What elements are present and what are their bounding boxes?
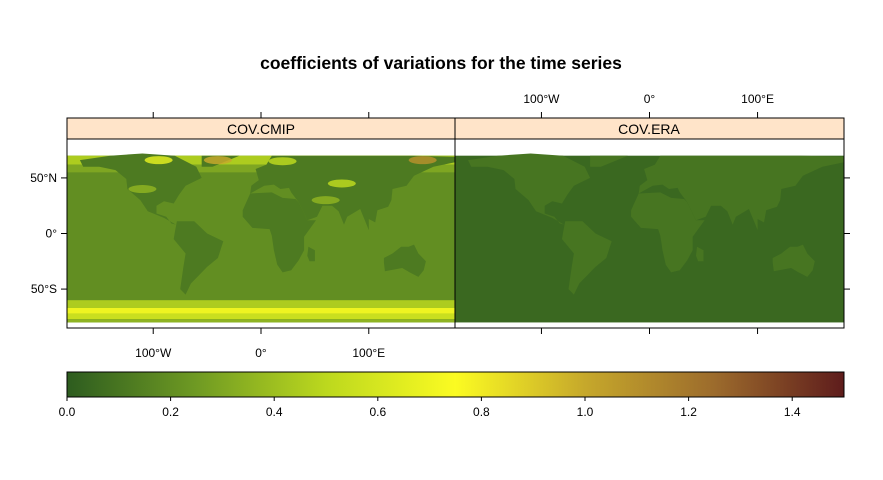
heatmap-hotspot (408, 156, 437, 165)
colorkey-tick-label: 0.8 (473, 405, 490, 419)
heatmap-land (307, 246, 315, 262)
heatmap-land (638, 155, 844, 231)
heatmap-hotspot (311, 196, 340, 205)
heatmap-land (772, 244, 815, 277)
heatmap-land (383, 244, 426, 277)
heatmap-land (631, 192, 705, 273)
heatmap-band (67, 319, 455, 323)
heatmap-land (562, 221, 612, 295)
y-tick-label: 0° (46, 227, 58, 241)
heatmap-cov-cmip (67, 153, 455, 323)
strip-label-cov-era: COV.ERA (618, 121, 680, 137)
heatmap-hotspot (203, 156, 232, 165)
colorkey-tick-label: 1.0 (577, 405, 594, 419)
x-tick-label-top: 0° (644, 92, 656, 106)
heatmap-land (173, 221, 224, 295)
heatmap-land (242, 192, 316, 273)
x-tick-label-bottom: 100°W (135, 346, 172, 360)
heatmap-hotspot (144, 156, 173, 165)
colorkey-ticks: 0.0 0.2 0.4 0.6 0.8 1.0 1.2 1.4 (59, 397, 801, 419)
colorkey-tick-label: 1.2 (680, 405, 697, 419)
heatmap-band (67, 313, 455, 320)
heatmap-land (696, 246, 704, 262)
heatmap-land (250, 155, 455, 231)
heatmap-land (590, 155, 628, 167)
colorkey-tick-label: 1.4 (784, 405, 801, 419)
panel-cov-era: COV.ERA (454, 117, 845, 329)
chart-title: coefficients of variations for the time … (260, 53, 622, 73)
x-tick-label-top: 100°W (523, 92, 560, 106)
axes: 100°W 100°W 0° 0° 100°E 100°E 50°N 0° 50°S (30, 92, 850, 360)
heatmap-land (468, 153, 591, 225)
heatmap-hotspot (327, 179, 356, 188)
x-tick-label-bottom: 0° (255, 346, 267, 360)
colorkey-tick-label: 0.6 (369, 405, 386, 419)
heatmap-band (67, 300, 455, 308)
panel-cov-cmip: COV.CMIP (66, 117, 456, 329)
colorkey: 0.0 0.2 0.4 0.6 0.8 1.0 1.2 1.4 (59, 371, 845, 419)
heatmap-band (67, 155, 455, 165)
colorkey-bar (66, 371, 845, 398)
y-tick-label: 50°N (30, 171, 57, 185)
colorkey-tick-label: 0.0 (59, 405, 76, 419)
y-tick-label: 50°S (31, 282, 57, 296)
strip-label-cov-cmip: COV.CMIP (227, 121, 295, 137)
colorkey-tick-label: 0.4 (266, 405, 283, 419)
x-tick-label-top: 100°E (741, 92, 774, 106)
heatmap-cov-era (455, 153, 844, 323)
heatmap-hotspot (268, 157, 297, 166)
heatmap-hotspot (128, 185, 157, 194)
x-tick-label-bottom: 100°E (352, 346, 385, 360)
colorkey-tick-label: 0.2 (162, 405, 179, 419)
heatmap-band (67, 307, 455, 314)
